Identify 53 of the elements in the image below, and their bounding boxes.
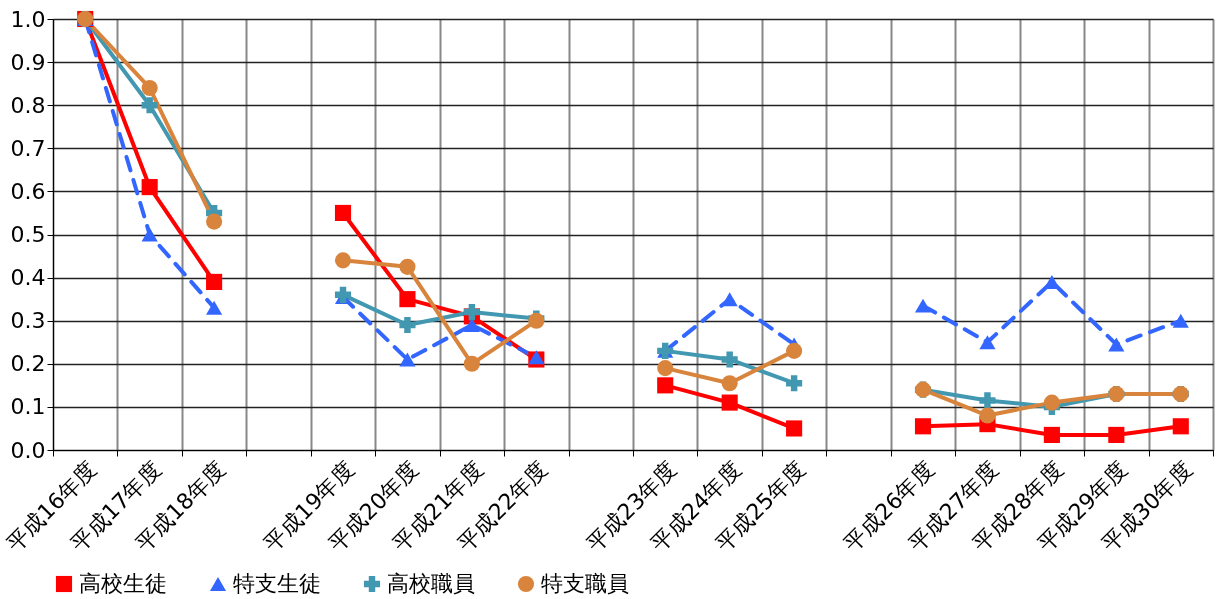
y-tick-label: 0.9 (10, 49, 46, 75)
point (721, 394, 738, 411)
y-tick-label: 0.5 (10, 222, 46, 247)
point (786, 420, 803, 437)
point (721, 375, 738, 392)
point (399, 352, 416, 367)
y-tick-label: 0.3 (10, 308, 46, 334)
point (721, 292, 738, 307)
point (979, 335, 996, 350)
y-tick-label: 0.1 (10, 394, 46, 420)
point (463, 304, 480, 321)
point (914, 418, 932, 435)
point (979, 407, 996, 424)
legend-label: 特支生徒 (233, 571, 321, 596)
point (1108, 426, 1125, 443)
y-tick-label: 0.7 (10, 135, 46, 161)
point (399, 291, 416, 308)
point (657, 377, 674, 394)
point (721, 351, 738, 368)
point (334, 252, 352, 269)
y-tick-label: 0.4 (10, 265, 46, 291)
point (1172, 313, 1189, 328)
point (1108, 337, 1125, 352)
point (1172, 418, 1189, 435)
point (141, 179, 158, 196)
point (141, 97, 158, 114)
y-tick-label: 0.0 (10, 437, 46, 463)
point (206, 213, 223, 230)
point (141, 227, 158, 242)
point (399, 258, 416, 275)
point (463, 355, 480, 372)
point (334, 286, 352, 303)
y-tick-label: 0.8 (10, 92, 46, 118)
point (206, 300, 223, 315)
point (1043, 274, 1060, 289)
point (206, 273, 223, 290)
legend-label: 特支職員 (541, 571, 629, 596)
y-tick-label: 1.0 (10, 6, 46, 32)
legend-label: 高校職員 (387, 571, 475, 596)
point (141, 79, 158, 97)
point (463, 318, 480, 332)
legend-label: 高校生徒 (79, 571, 167, 596)
y-tick-label: 0.6 (10, 178, 46, 204)
point (786, 375, 803, 392)
point (1043, 426, 1060, 443)
point (979, 392, 996, 409)
y-tick-label: 0.2 (10, 351, 46, 377)
point (914, 298, 932, 313)
point (1043, 394, 1060, 411)
point (786, 342, 803, 359)
point (399, 316, 416, 334)
point (334, 204, 352, 222)
point (657, 360, 674, 377)
